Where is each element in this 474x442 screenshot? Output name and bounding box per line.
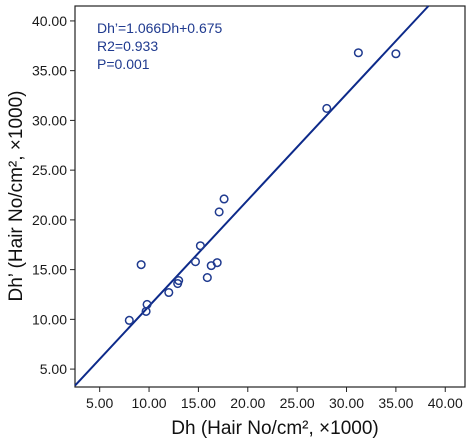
y-tick-label: 35.00: [32, 63, 67, 79]
r-squared-label: R2=0.933: [97, 38, 158, 54]
data-point: [322, 103, 332, 114]
regression-fit-line: [74, 5, 430, 387]
y-tick-label: 5.00: [40, 361, 67, 377]
data-point: [164, 287, 174, 298]
y-tick-label: 30.00: [32, 112, 67, 128]
x-tick-label: 40.00: [428, 395, 463, 411]
fit-line-group: [74, 5, 430, 387]
x-tick-label: 5.00: [86, 395, 113, 411]
x-tick-label: 15.00: [181, 395, 216, 411]
y-tick-label: 20.00: [32, 212, 67, 228]
data-point: [142, 299, 152, 309]
x-tick-label: 20.00: [230, 395, 265, 411]
x-tick-label: 10.00: [132, 395, 167, 411]
y-tick-label: 25.00: [32, 162, 67, 178]
y-tick-label: 15.00: [32, 262, 67, 278]
x-tick-label: 30.00: [329, 395, 364, 411]
plot-frame: [74, 5, 466, 388]
data-point: [214, 207, 224, 217]
data-point: [212, 258, 222, 268]
data-point: [391, 49, 401, 59]
data-point: [190, 257, 201, 267]
x-axis-title: Dh (Hair No/cm², ×1000): [171, 418, 378, 439]
p-value-label: P=0.001: [97, 56, 150, 72]
data-point: [136, 260, 146, 270]
data-point: [202, 273, 212, 283]
data-points: [124, 48, 401, 325]
regression-annotation: Dh’=1.066Dh+0.675 R2=0.933 P=0.001: [97, 20, 223, 72]
x-axis-ticks: 5.00 10.00 15.00 20.00 25.00 30.00 35.00 40.00: [86, 387, 463, 411]
data-point: [124, 315, 134, 325]
regression-equation: Dh’=1.066Dh+0.675: [97, 20, 223, 36]
y-tick-label: 40.00: [32, 13, 67, 29]
y-axis-ticks: 5.00 10.00 15.00 20.00 25.00 30.00 35.00 40.00: [32, 13, 75, 377]
data-point: [219, 194, 229, 204]
data-point: [195, 241, 205, 251]
data-point: [174, 276, 184, 286]
x-tick-label: 25.00: [280, 395, 315, 411]
data-point: [353, 48, 363, 58]
y-tick-label: 10.00: [32, 311, 67, 327]
y-axis-title: Dh’ (Hair No/cm², ×1000): [6, 91, 27, 302]
x-tick-label: 35.00: [378, 395, 413, 411]
